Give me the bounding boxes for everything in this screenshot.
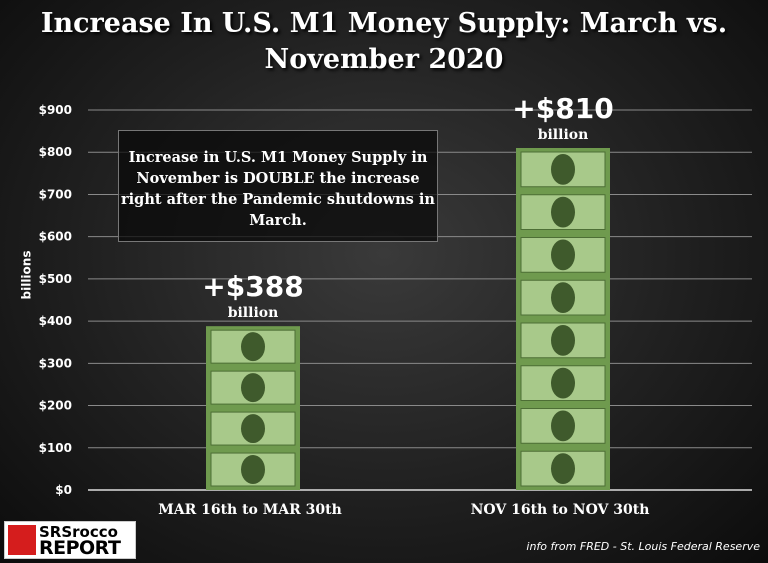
bill-portrait-icon (551, 453, 575, 484)
y-tick-label: $500 (39, 272, 72, 286)
logo-line2: REPORT (39, 537, 121, 559)
data-label-value: +$388 (202, 270, 303, 303)
data-label-unit: billion (538, 127, 589, 143)
bill-portrait-icon (241, 332, 265, 362)
bill-portrait-icon (551, 325, 575, 356)
y-tick-label: $900 (39, 103, 72, 117)
y-tick-label: $800 (39, 145, 72, 159)
y-tick-label: $600 (39, 230, 72, 244)
y-tick-label: $0 (55, 483, 72, 497)
logo: SRSrocco REPORT (4, 521, 136, 559)
data-label-value: +$810 (512, 92, 613, 125)
logo-mark-icon (8, 525, 36, 555)
bill-portrait-icon (551, 239, 575, 271)
source-note: info from FRED - St. Louis Federal Reser… (526, 540, 760, 553)
bill-portrait-icon (551, 196, 575, 228)
bill-portrait-icon (551, 282, 575, 313)
y-tick-label: $400 (39, 314, 72, 328)
chart-title: Increase In U.S. M1 Money Supply: March … (40, 8, 728, 75)
annotation-box: Increase in U.S. M1 Money Supply in Nove… (118, 130, 438, 242)
y-tick-label: $200 (39, 399, 72, 413)
y-tick-label: $100 (39, 441, 72, 455)
bill-portrait-icon (551, 367, 575, 399)
y-tick-label: $700 (39, 187, 72, 201)
data-label-unit: billion (228, 305, 279, 321)
bill-portrait-icon (241, 373, 265, 403)
x-tick-label: NOV 16th to NOV 30th (471, 502, 650, 518)
bill-portrait-icon (241, 455, 265, 484)
bill-portrait-icon (551, 410, 575, 442)
bill-portrait-icon (551, 154, 575, 185)
x-tick-label: MAR 16th to MAR 30th (158, 502, 342, 518)
y-axis-label: billions (19, 250, 34, 300)
bill-portrait-icon (241, 414, 265, 444)
logo-line1: SRSrocco (39, 523, 118, 541)
y-tick-label: $300 (39, 356, 72, 370)
